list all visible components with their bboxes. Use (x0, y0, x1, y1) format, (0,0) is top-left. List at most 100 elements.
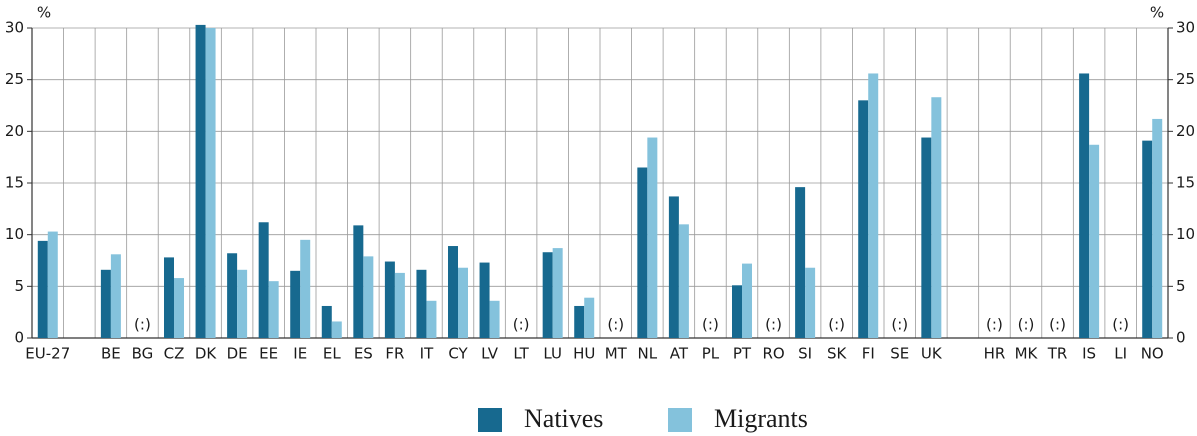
bar (584, 297, 595, 338)
bar (164, 257, 174, 338)
x-tick-label: BE (101, 345, 121, 363)
missing-label: (:) (986, 316, 1003, 334)
bar (448, 246, 458, 338)
bar (805, 267, 816, 338)
x-tick-label: LU (543, 345, 562, 363)
x-tick-label: CZ (164, 345, 185, 363)
bar (237, 269, 248, 338)
bar (742, 263, 752, 338)
y2-axis-unit: % (1150, 4, 1164, 22)
x-tick-label: AT (670, 345, 689, 363)
legend-swatch (668, 408, 692, 432)
bar (174, 278, 184, 338)
missing-label: (:) (828, 316, 845, 334)
bar (384, 261, 395, 338)
x-tick-label: RO (762, 345, 784, 363)
missing-label: (:) (1049, 316, 1066, 334)
bar (321, 305, 332, 338)
y-tick-label: 0 (14, 329, 24, 347)
bar (858, 100, 869, 338)
y2-tick-label: 25 (1176, 70, 1195, 88)
y-tick-label: 5 (14, 277, 24, 295)
x-tick-label: LT (513, 345, 529, 363)
bar (552, 248, 563, 338)
bar (416, 269, 427, 338)
bar (195, 24, 206, 339)
bar (668, 196, 679, 338)
x-tick-label: HU (573, 345, 595, 363)
bar (426, 300, 437, 338)
x-tick-label: FR (385, 345, 404, 363)
bar (678, 224, 689, 338)
bar (795, 187, 806, 338)
legend-swatch (478, 408, 502, 432)
x-tick-label: LV (481, 345, 499, 363)
x-tick-label: LI (1114, 345, 1127, 363)
bar (205, 28, 216, 338)
bar (1079, 73, 1090, 338)
bar (300, 239, 311, 338)
y2-tick-label: 0 (1176, 329, 1186, 347)
x-tick-label: PT (733, 345, 752, 363)
x-tick-label: SE (890, 345, 909, 363)
y-tick-label: 25 (5, 70, 24, 88)
x-tick-label: SK (827, 345, 848, 363)
legend-label: Natives (524, 404, 603, 433)
bar (331, 321, 342, 338)
x-tick-label: FI (862, 345, 875, 363)
bar (542, 252, 553, 338)
x-tick-label: UK (921, 345, 943, 363)
y-tick-label: 15 (5, 174, 24, 192)
bar (647, 137, 658, 338)
bar (353, 225, 364, 338)
missing-label: (:) (765, 316, 782, 334)
x-tick-label: PL (702, 345, 720, 363)
y-axis-unit: % (37, 4, 51, 22)
x-tick-label: EE (259, 345, 278, 363)
bar (47, 231, 58, 338)
bar (37, 240, 48, 338)
x-tick-label: ES (354, 345, 373, 363)
x-tick-label: HR (984, 345, 1006, 363)
bar (931, 97, 942, 338)
bar (1152, 118, 1163, 338)
bar (268, 281, 279, 338)
x-tick-label: IT (420, 345, 434, 363)
bar (489, 300, 500, 338)
bar (732, 285, 742, 338)
x-tick-label: BG (132, 345, 154, 363)
bar (227, 253, 238, 338)
x-tick-label: IS (1082, 345, 1096, 363)
bar (1142, 140, 1153, 338)
x-tick-label: EU-27 (25, 345, 70, 363)
missing-label: (:) (702, 316, 719, 334)
x-tick-label: MT (605, 345, 628, 363)
missing-label: (:) (134, 316, 151, 334)
x-tick-label: DE (227, 345, 248, 363)
bar (110, 254, 121, 338)
y2-tick-label: 10 (1176, 225, 1195, 243)
y2-tick-label: 15 (1176, 174, 1195, 192)
y-tick-label: 20 (5, 122, 24, 140)
y2-tick-label: 30 (1176, 19, 1195, 37)
x-tick-label: CY (448, 345, 468, 363)
bar (921, 137, 932, 338)
bar (868, 73, 879, 338)
x-tick-label: NL (638, 345, 658, 363)
missing-label: (:) (607, 316, 624, 334)
y2-tick-label: 5 (1176, 277, 1186, 295)
bar (574, 305, 585, 338)
missing-label: (:) (1112, 316, 1129, 334)
legend-label: Migrants (714, 404, 808, 433)
bar (363, 256, 374, 338)
bar (290, 270, 301, 338)
y2-tick-label: 20 (1176, 122, 1195, 140)
missing-label: (:) (891, 316, 908, 334)
x-tick-label: TR (1047, 345, 1068, 363)
bar (637, 167, 648, 338)
bar (100, 269, 111, 338)
x-tick-label: DK (195, 345, 218, 363)
x-tick-label: MK (1015, 345, 1039, 363)
x-tick-label: SI (798, 345, 812, 363)
